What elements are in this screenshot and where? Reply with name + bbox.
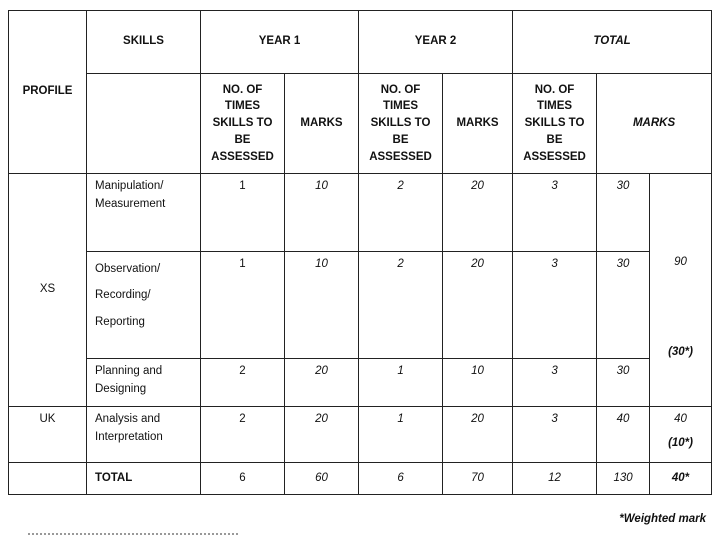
footnote: *Weighted mark	[619, 513, 706, 525]
uk-weighted-cell: 40 (10*)	[649, 406, 713, 463]
skill-line: Observation/	[95, 263, 161, 275]
skill-line: Designing	[95, 382, 147, 395]
header-y1-marks: MARKS	[283, 73, 360, 174]
table-row: XS Manipulation/Measurement 1 10 2 20 3 …	[8, 173, 713, 407]
t-marks: 40	[596, 406, 651, 463]
t-times: 3	[512, 358, 598, 407]
totals-weighted: 40*	[649, 462, 713, 495]
xs-weighted: (30*)	[668, 346, 693, 358]
totals-profile-blank	[8, 462, 87, 495]
skill-line: Interpretation	[95, 430, 163, 443]
times-line: ASSESSED	[211, 150, 274, 163]
totals-y2-times: 6	[358, 462, 444, 495]
header-t-marks: MARKS	[596, 73, 713, 174]
skill-cell: Planning and Designing	[86, 358, 201, 407]
header-y2-marks: MARKS	[442, 73, 514, 174]
y2-marks: 20	[442, 406, 514, 463]
y1-times: 2	[200, 406, 285, 463]
y2-times: 2	[358, 173, 444, 252]
y2-times: 1	[358, 358, 444, 407]
header-y1-times: NO. OF TIMES SKILLS TO BE ASSESSED	[200, 73, 285, 174]
t-marks: 30	[596, 173, 651, 252]
profile-uk: UK	[8, 406, 87, 463]
uk-weighted: (10*)	[668, 436, 693, 449]
times-line: SKILLS TO	[212, 117, 273, 130]
y2-marks: 10	[442, 358, 514, 407]
times-line: TIMES	[224, 100, 261, 113]
times-line: BE	[546, 133, 563, 146]
totals-row: TOTAL 6 60 6 70 12 130 40*	[8, 462, 713, 495]
t-times: 3	[512, 173, 598, 252]
times-line: SKILLS TO	[524, 117, 585, 130]
times-line: ASSESSED	[523, 150, 586, 163]
y2-marks: 20	[442, 251, 514, 359]
header-y2-times: NO. OF TIMES SKILLS TO BE ASSESSED	[358, 73, 444, 174]
header-total: TOTAL	[512, 10, 713, 74]
skill-line: Manipulation/	[95, 180, 164, 192]
totals-label: TOTAL	[86, 462, 201, 495]
skill-cell: Analysis and Interpretation	[86, 406, 201, 463]
xs-raw: 90	[674, 256, 687, 268]
times-line: TIMES	[382, 100, 419, 113]
table-row: Planning and Designing 2 20 1 10 3 30	[9, 358, 712, 407]
t-times: 3	[512, 251, 598, 359]
y2-times: 2	[358, 251, 444, 359]
times-line: TIMES	[536, 100, 573, 113]
table-row: UK Analysis and Interpretation 2 20 1 20 …	[8, 406, 713, 463]
times-line: NO. OF	[222, 83, 263, 96]
times-line: BE	[392, 133, 409, 146]
skill-line: Planning and	[95, 365, 163, 377]
y1-marks: 10	[283, 173, 360, 252]
totals-t-times: 12	[512, 462, 598, 495]
header-t-times: NO. OF TIMES SKILLS TO BE ASSESSED	[512, 73, 598, 174]
y1-marks: 20	[283, 358, 360, 407]
y2-marks: 20	[442, 173, 514, 252]
header-year1: YEAR 1	[199, 10, 360, 74]
skill-cell: Manipulation/Measurement	[86, 173, 201, 252]
times-line: SKILLS TO	[370, 117, 431, 130]
times-line: NO. OF	[380, 83, 421, 96]
xs-weighted-cell: 90 (30*)	[649, 173, 713, 407]
totals-y1-marks: 60	[283, 462, 360, 495]
totals-y2-marks: 70	[442, 462, 514, 495]
t-marks: 30	[596, 358, 651, 407]
y2-times: 1	[358, 406, 444, 463]
y1-times: 1	[200, 251, 285, 359]
skill-line: Reporting	[95, 315, 145, 328]
totals-t-marks: 130	[596, 462, 651, 495]
table-row: Observation/Recording/Reporting 1 10 2 2…	[9, 251, 712, 359]
y1-times: 1	[200, 173, 285, 252]
assessment-table: PROFILE SKILLS YEAR 1 YEAR 2 TOTAL NO. O…	[8, 10, 713, 495]
header-skills: SKILLS	[86, 10, 201, 74]
t-marks: 30	[596, 251, 651, 359]
times-line: BE	[234, 133, 251, 146]
uk-raw: 40	[674, 413, 687, 425]
skill-line: Recording/	[95, 289, 151, 302]
header-profile: PROFILE	[8, 10, 87, 174]
y1-times: 2	[200, 358, 285, 407]
header-skills-blank	[86, 73, 201, 174]
skill-line: Analysis and	[95, 413, 161, 425]
header-year2: YEAR 2	[358, 10, 514, 74]
y1-marks: 10	[283, 251, 360, 359]
t-times: 3	[512, 406, 598, 463]
times-line: ASSESSED	[369, 150, 432, 163]
times-line: NO. OF	[534, 83, 575, 96]
stray-text-fragment	[28, 533, 238, 539]
y1-marks: 20	[283, 406, 360, 463]
profile-xs: XS	[8, 173, 87, 407]
totals-y1-times: 6	[200, 462, 285, 495]
skill-line: Measurement	[95, 197, 166, 210]
skill-cell: Observation/Recording/Reporting	[86, 251, 201, 359]
